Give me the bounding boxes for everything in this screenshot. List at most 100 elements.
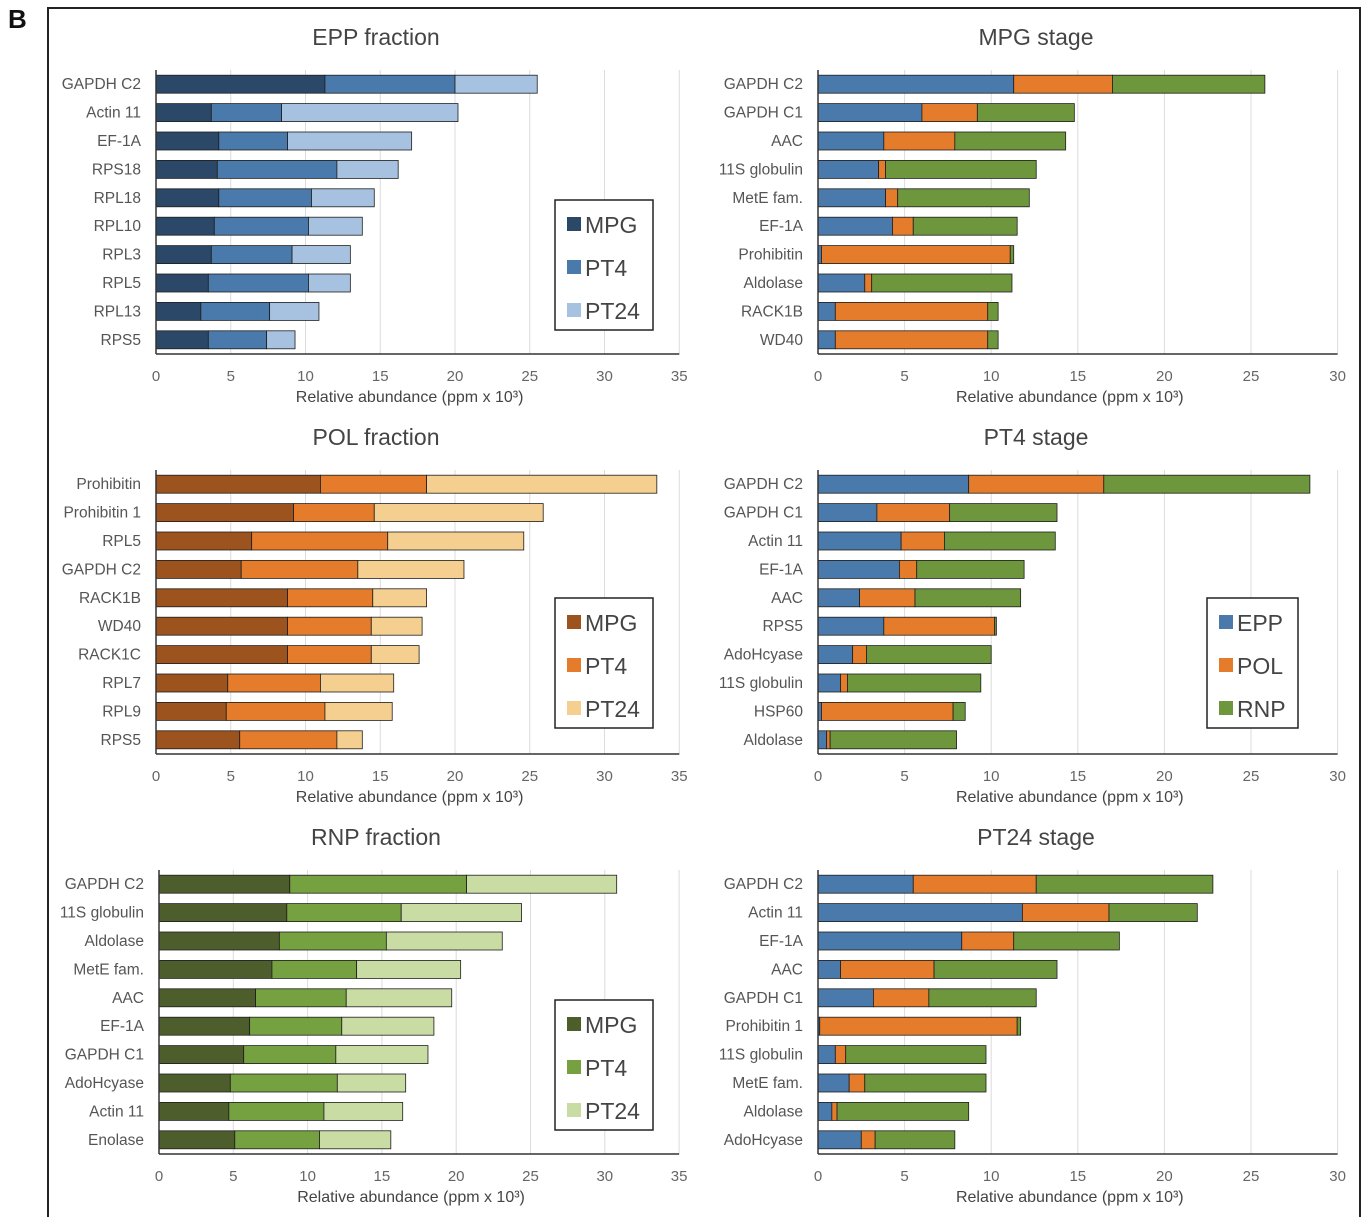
bar-pt4-3	[278, 931, 387, 951]
bar-pt24-9	[323, 1102, 404, 1121]
category-label: MetE fam.	[73, 961, 144, 978]
bar-mpg-7	[155, 245, 212, 265]
bar-rnp-4	[885, 159, 1037, 179]
x-tick-label: 10	[983, 1168, 1000, 1185]
bar-mpg-3	[155, 531, 253, 551]
bar-rnp-8	[864, 1073, 987, 1093]
category-label: GAPDH C2	[724, 76, 803, 93]
bar-pt24-10	[336, 730, 363, 750]
x-tick-label: 5	[900, 1168, 908, 1185]
bar-pol-3	[900, 531, 945, 551]
x-tick-label: 20	[447, 768, 464, 785]
bar-pt4-4	[271, 960, 358, 979]
bar-rnp-5	[897, 188, 1030, 208]
bar-pt4-9	[225, 702, 326, 721]
category-label: GAPDH C2	[62, 561, 141, 578]
legend-label: MPG	[585, 1012, 637, 1038]
category-label: GAPDH C2	[62, 76, 141, 93]
figure-frame	[47, 7, 1361, 1217]
bar-mpg-5	[155, 588, 288, 608]
bar-pt4-9	[200, 301, 271, 321]
legend-swatch-pt24	[567, 1103, 581, 1117]
bar-pt24-3	[387, 531, 525, 551]
bar-pt24-9	[324, 702, 393, 721]
bar-pt24-5	[372, 588, 427, 608]
bar-rnp-6	[1016, 1016, 1022, 1036]
category-label: RPS18	[92, 161, 141, 178]
category-label: Aldolase	[744, 732, 803, 749]
category-label: GAPDH C2	[724, 476, 803, 493]
category-label: RPS5	[763, 618, 804, 635]
category-label: RPL18	[94, 190, 141, 207]
x-tick-label: 30	[1329, 1168, 1346, 1185]
category-label: AdoHcyase	[724, 647, 803, 664]
bar-pol-7	[821, 245, 1011, 265]
category-label: AdoHcyase	[65, 1075, 144, 1092]
bar-pol-4	[878, 159, 886, 179]
category-label: Prohibitin 1	[63, 505, 141, 522]
bar-pt4-10	[239, 730, 338, 750]
x-tick-label: 25	[1243, 768, 1260, 785]
x-tick-label: 25	[521, 368, 538, 385]
chart-rnp-fraction: RNP fraction GAPDH C2 11S globulin Aldolase…	[60, 824, 688, 1206]
bar-pt24-1	[454, 74, 538, 94]
bar-rnp-10	[874, 1130, 956, 1150]
chart-pt24-stage: PT24 stage GAPDH C2 Actin 11 EF-1A AAC GAPDH …	[719, 824, 1346, 1206]
x-tick-label: 0	[814, 1168, 822, 1185]
x-tick-label: 10	[983, 768, 1000, 785]
x-tick-label: 25	[521, 768, 538, 785]
bar-epp-8	[817, 273, 866, 293]
bar-pt4-9	[228, 1102, 325, 1121]
bar-mpg-2	[158, 903, 288, 922]
x-tick-label: 20	[1156, 768, 1173, 785]
category-label: RPL5	[102, 275, 141, 292]
legend: MPG PT4 PT24	[554, 597, 654, 729]
legend-swatch-rnp	[1219, 701, 1233, 715]
bar-mpg-4	[155, 159, 218, 179]
bar-pt4-8	[207, 273, 309, 293]
bar-rnp-2	[949, 503, 1058, 523]
category-label: AAC	[771, 590, 803, 607]
x-tick-label: 20	[448, 1168, 465, 1185]
bar-rnp-7	[845, 1045, 987, 1064]
bar-mpg-7	[155, 645, 288, 664]
bar-pt4-8	[229, 1073, 338, 1093]
x-tick-label: 15	[1069, 768, 1086, 785]
bar-mpg-2	[155, 103, 212, 122]
bar-pol-9	[834, 301, 989, 321]
legend: MPG PT4 PT24	[554, 999, 654, 1131]
bar-rnp-3	[944, 531, 1056, 551]
x-axis-title: Relative abundance (ppm x 10³)	[296, 789, 524, 806]
legend: EPP POL RNP	[1206, 597, 1299, 729]
chart-title: PT4 stage	[984, 424, 1089, 450]
category-label: WD40	[98, 618, 141, 635]
bar-epp-4	[817, 159, 880, 179]
category-label: GAPDH C1	[65, 1047, 144, 1064]
bar-mpg-9	[155, 301, 202, 321]
bar-pol-6	[883, 616, 996, 636]
bar-mpg-1	[158, 874, 291, 894]
bar-mpg-1	[155, 474, 321, 494]
category-label: MetE fam.	[732, 190, 803, 207]
panel-label: B	[8, 4, 27, 34]
category-label: Aldolase	[744, 1103, 803, 1120]
x-tick-label: 0	[814, 768, 822, 785]
bar-pt24-8	[320, 673, 395, 693]
x-tick-label: 15	[1069, 368, 1086, 385]
bar-rnp-9	[836, 1102, 970, 1121]
bar-pol-9	[821, 702, 954, 721]
x-tick-label: 5	[227, 368, 235, 385]
x-tick-label: 10	[297, 768, 314, 785]
bar-epp-5	[817, 988, 874, 1008]
bar-pt4-8	[227, 673, 321, 693]
category-label: RPS5	[101, 732, 142, 749]
bar-pol-2	[876, 503, 951, 523]
category-label: HSP60	[754, 703, 803, 720]
x-tick-label: 5	[900, 368, 908, 385]
bar-mpg-4	[158, 960, 273, 979]
bar-rnp-6	[994, 616, 997, 636]
legend-swatch-mpg	[567, 217, 581, 231]
bar-mpg-8	[155, 273, 209, 293]
bar-rnp-10	[829, 730, 957, 750]
bar-pol-5	[859, 588, 916, 608]
